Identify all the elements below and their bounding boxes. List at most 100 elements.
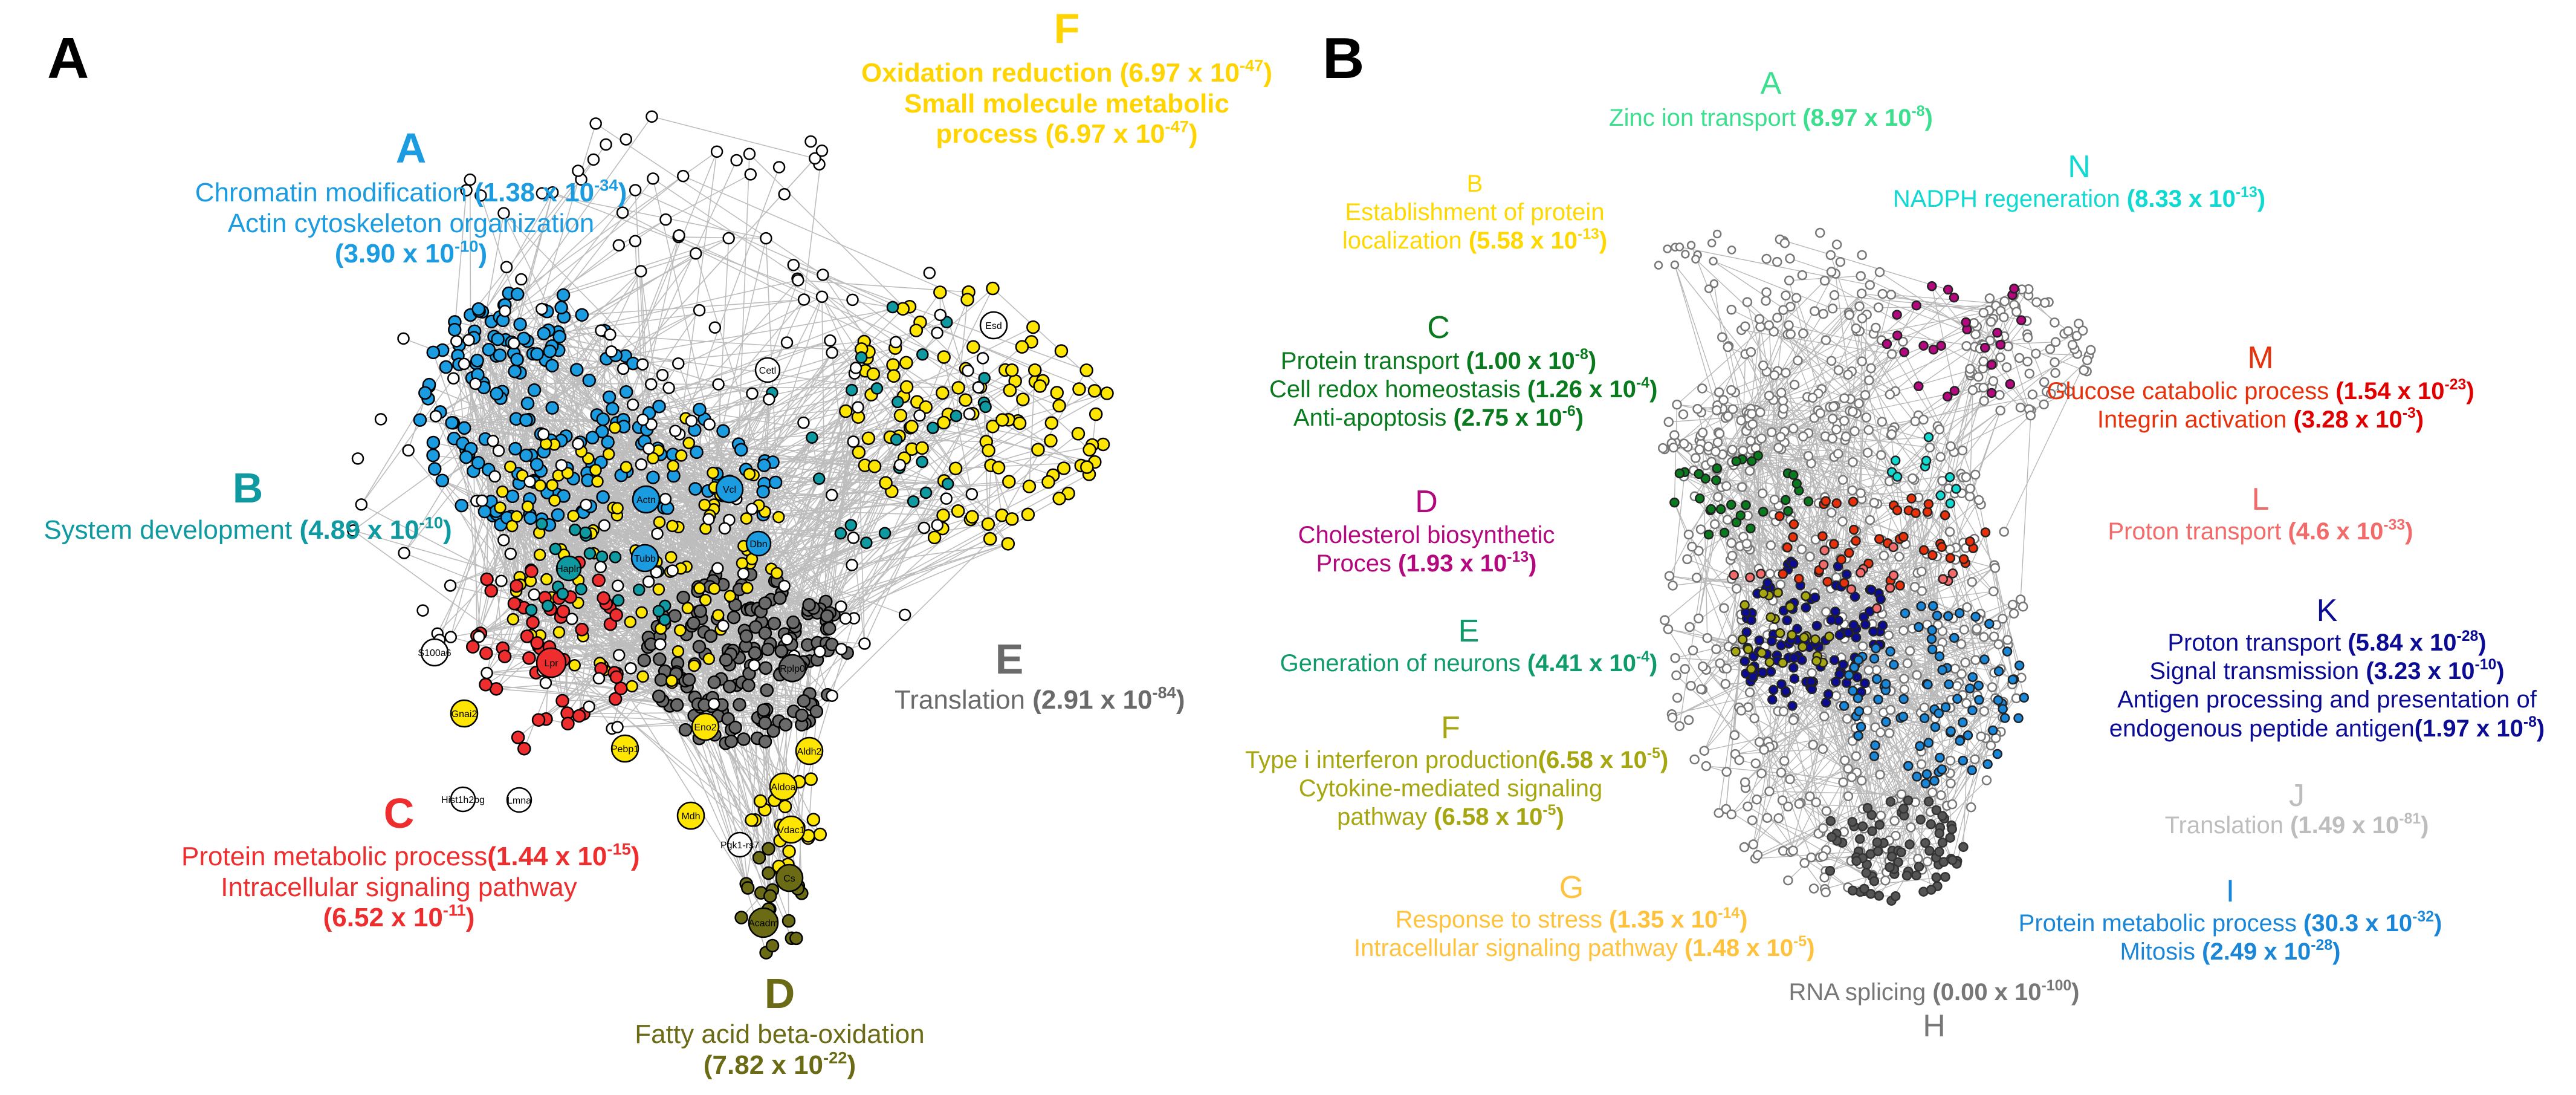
network-node bbox=[1937, 664, 1947, 675]
network-node bbox=[402, 444, 415, 457]
network-node bbox=[1944, 527, 1955, 537]
network-node bbox=[1801, 602, 1811, 613]
network-node bbox=[1873, 694, 1883, 705]
network-node bbox=[2050, 357, 2060, 368]
network-edge bbox=[956, 461, 1095, 469]
network-node bbox=[1721, 481, 1732, 492]
network-node bbox=[1944, 679, 1954, 689]
network-edge bbox=[1673, 447, 1787, 548]
network-node bbox=[491, 332, 505, 346]
network-node bbox=[728, 720, 742, 735]
network-node bbox=[667, 460, 679, 472]
network-edge bbox=[635, 189, 904, 310]
network-node bbox=[1967, 765, 1977, 776]
term: Small molecule metabolic bbox=[904, 88, 1229, 119]
network-node bbox=[824, 334, 837, 347]
network-node bbox=[1817, 744, 1828, 755]
network-node bbox=[522, 651, 536, 665]
network-node bbox=[768, 475, 783, 490]
network-node bbox=[1747, 815, 1758, 825]
cluster-letter: D bbox=[764, 970, 795, 1017]
network-edge bbox=[672, 462, 774, 683]
network-node bbox=[978, 372, 991, 385]
network-node bbox=[1945, 553, 1956, 564]
network-node bbox=[892, 395, 904, 409]
network-edge bbox=[1779, 239, 1949, 290]
network-node bbox=[1726, 385, 1736, 395]
network-edge bbox=[1699, 319, 1760, 441]
network-node bbox=[1947, 824, 1957, 834]
network-node bbox=[1743, 644, 1753, 655]
network-edge bbox=[454, 322, 481, 634]
term: Glucose catabolic process bbox=[2047, 378, 2329, 405]
gene-label: Cs bbox=[783, 874, 795, 884]
network-node bbox=[1930, 722, 1941, 732]
term: endogenous peptide antigen bbox=[2109, 715, 2415, 742]
network-node bbox=[1737, 634, 1748, 645]
network-node bbox=[1667, 712, 1678, 723]
network-node bbox=[2064, 386, 2074, 397]
network-node bbox=[1798, 642, 1808, 652]
network-node bbox=[711, 609, 725, 622]
network-node bbox=[1843, 670, 1854, 680]
p-value: (3.23 x 10-10) bbox=[2366, 657, 2505, 685]
network-node bbox=[1806, 852, 1816, 863]
network-node bbox=[1861, 868, 1871, 878]
network-node bbox=[1847, 485, 1857, 496]
network-edge bbox=[1895, 460, 1922, 606]
network-edge bbox=[1700, 585, 1801, 690]
network-node bbox=[707, 697, 720, 710]
network-edge bbox=[563, 253, 696, 296]
network-node bbox=[960, 293, 974, 307]
network-node bbox=[778, 718, 792, 732]
network-node bbox=[1778, 403, 1789, 414]
network-node bbox=[1787, 701, 1798, 711]
network-node bbox=[658, 613, 672, 626]
network-edge bbox=[1714, 524, 1753, 614]
network-node bbox=[1918, 545, 1929, 556]
term: Zinc ion transport bbox=[1609, 105, 1796, 131]
network-node bbox=[484, 583, 498, 598]
network-node bbox=[1818, 308, 1828, 319]
network-edge bbox=[772, 462, 855, 619]
network-node bbox=[575, 583, 587, 596]
network-node bbox=[659, 213, 672, 226]
network-node bbox=[708, 582, 721, 595]
term: pathway bbox=[1337, 804, 1428, 831]
network-node bbox=[1902, 658, 1913, 669]
network-node bbox=[1736, 706, 1747, 716]
network-node bbox=[727, 831, 753, 858]
network-node bbox=[629, 184, 642, 197]
network-node bbox=[2079, 365, 2089, 375]
network-edge bbox=[826, 415, 921, 622]
network-node bbox=[1932, 610, 1943, 621]
network-node bbox=[1917, 566, 1927, 577]
network-node bbox=[616, 362, 630, 375]
network-edge bbox=[1950, 410, 2001, 447]
network-node bbox=[1670, 260, 1680, 270]
network-node bbox=[1714, 387, 1724, 397]
network-node bbox=[1934, 651, 1945, 661]
network-node bbox=[1827, 832, 1837, 842]
network-node bbox=[646, 110, 658, 123]
network-edge bbox=[1714, 284, 1723, 337]
network-node bbox=[778, 579, 791, 593]
network-node bbox=[1765, 540, 1776, 551]
gene-label: Pebp1 bbox=[611, 744, 639, 755]
network-node bbox=[1857, 356, 1867, 366]
network-node bbox=[1848, 686, 1858, 696]
term: Cell redox homeostasis bbox=[1269, 376, 1521, 403]
network-node bbox=[1926, 634, 1937, 645]
network-edge bbox=[1692, 650, 1742, 711]
network-node bbox=[1917, 586, 1927, 596]
term: Protein transport bbox=[1280, 348, 1460, 374]
network-node bbox=[1689, 754, 1700, 765]
network-node bbox=[771, 567, 783, 580]
network-edge bbox=[1741, 330, 1892, 355]
network-node bbox=[2001, 362, 2012, 372]
network-edge bbox=[1879, 630, 1977, 775]
network-node bbox=[1789, 652, 1799, 663]
network-node bbox=[611, 502, 624, 515]
gene-label: Lpr bbox=[544, 658, 558, 669]
network-node bbox=[741, 582, 754, 594]
